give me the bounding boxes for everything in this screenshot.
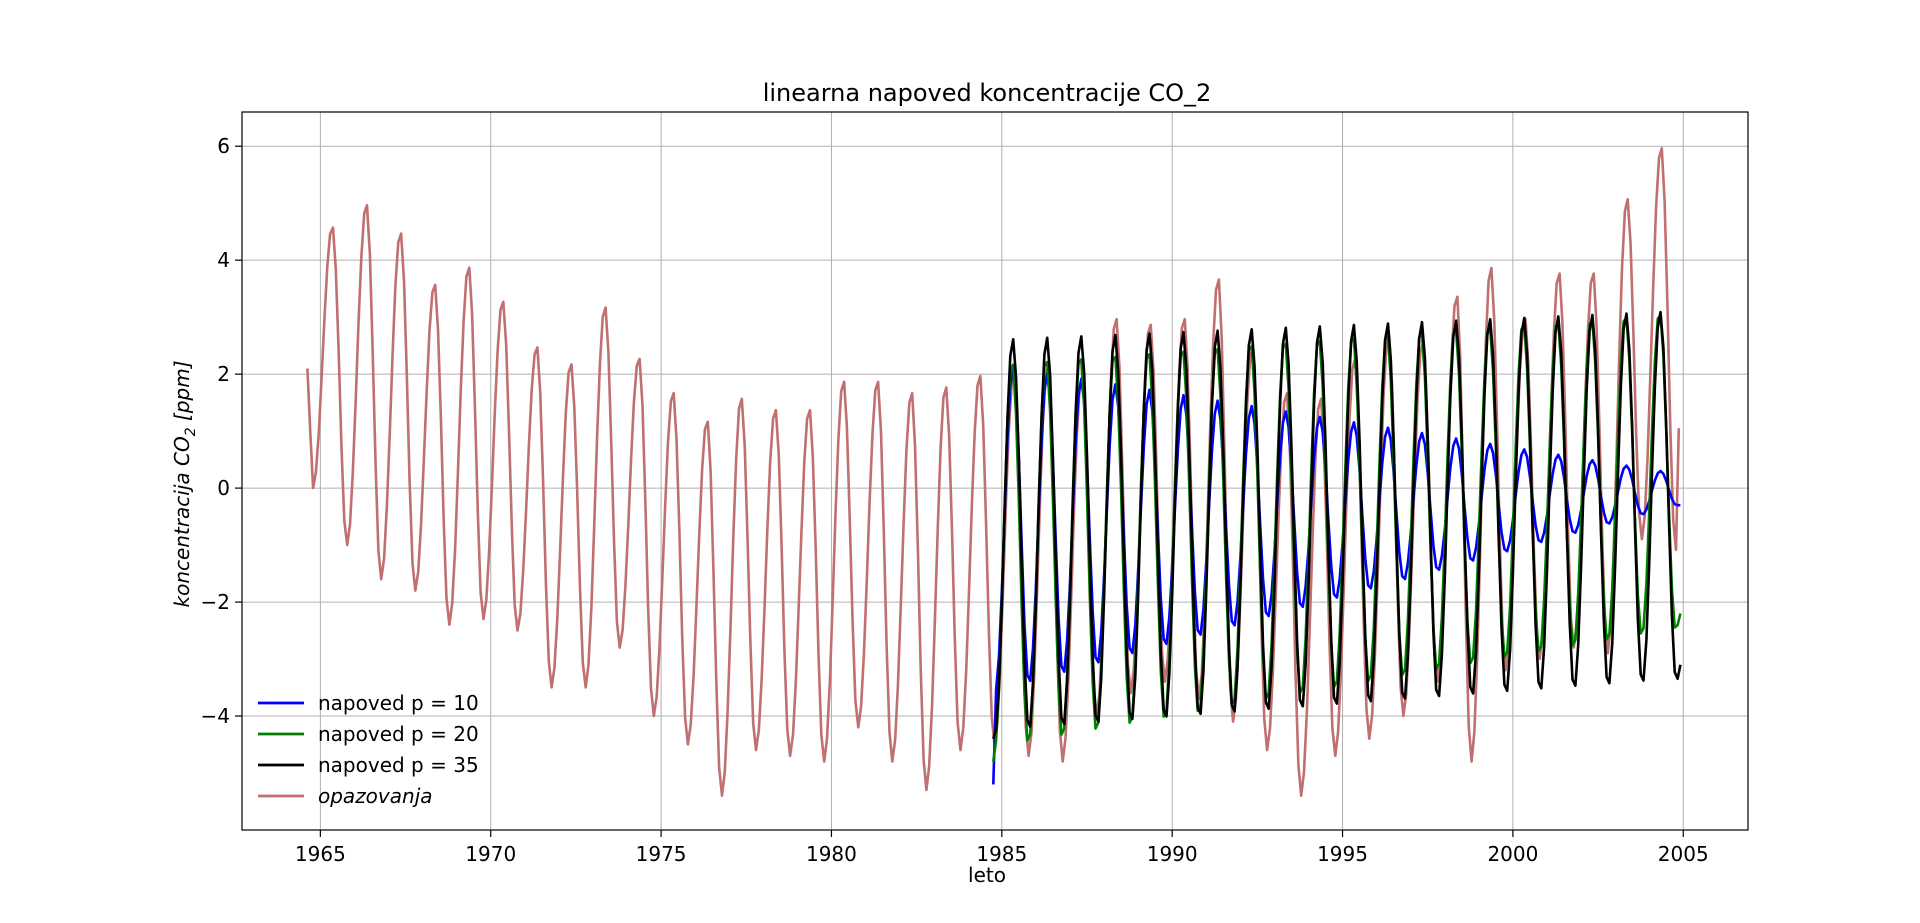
x-tick-label: 1975: [636, 842, 687, 866]
legend: napoved p = 10 napoved p = 20 napoved p = …: [258, 691, 479, 808]
y-tick-label: 6: [217, 134, 230, 158]
x-axis-title: leto: [968, 863, 1006, 887]
y-axis-title: koncentracija CO2 [ppm]: [170, 361, 199, 608]
legend-label: opazovanja: [318, 784, 433, 808]
legend-label: napoved p = 10: [318, 691, 479, 715]
series-line-2: [992, 310, 1682, 740]
plot-frame: [241, 111, 1749, 831]
y-tick-label: 4: [217, 248, 230, 272]
x-tick-label: 1995: [1317, 842, 1368, 866]
x-tick-label: 2000: [1487, 842, 1538, 866]
x-tick-label: 1965: [295, 842, 346, 866]
y-axis-title-subscript: 2: [183, 427, 199, 436]
legend-label: napoved p = 20: [318, 722, 479, 746]
x-tick-label: 1985: [976, 842, 1027, 866]
x-tick-label: 1980: [806, 842, 857, 866]
y-axis-title-prefix: koncentracija CO: [170, 436, 194, 607]
axis-ticks: 1965 1970 1975 1980 1985 1990 1995 2000 2005 6 4 2 0…: [201, 134, 1709, 866]
legend-label: napoved p = 35: [318, 753, 479, 777]
series-layer: [306, 147, 1682, 797]
x-tick-label: 2005: [1658, 842, 1709, 866]
x-tick-label: 1970: [465, 842, 516, 866]
y-tick-label: −4: [201, 704, 230, 728]
y-tick-label: 0: [217, 476, 230, 500]
chart-title: linearna napoved koncentracije CO_2: [763, 79, 1212, 107]
y-axis-title-suffix: [ppm]: [170, 361, 194, 428]
y-tick-label: −2: [201, 590, 230, 614]
x-tick-label: 1990: [1147, 842, 1198, 866]
y-tick-label: 2: [217, 362, 230, 386]
